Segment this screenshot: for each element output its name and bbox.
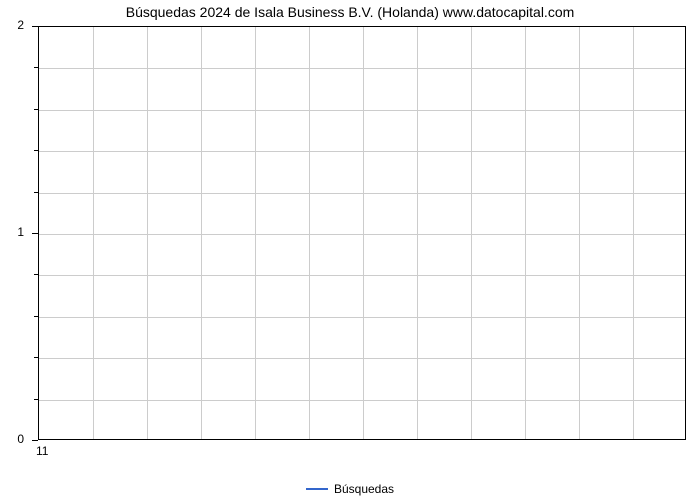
y-tick-mark — [32, 233, 38, 234]
y-minor-tick-mark — [34, 192, 38, 193]
grid-line-vertical — [201, 27, 202, 439]
y-tick-mark — [32, 440, 38, 441]
grid-line-horizontal — [39, 151, 685, 152]
y-tick-mark — [32, 26, 38, 27]
grid-line-vertical — [255, 27, 256, 439]
legend-line — [306, 488, 328, 490]
legend: Búsquedas — [0, 482, 700, 496]
grid-line-horizontal — [39, 68, 685, 69]
grid-line-vertical — [147, 27, 148, 439]
grid-line-vertical — [579, 27, 580, 439]
y-minor-tick-mark — [34, 274, 38, 275]
grid-line-horizontal — [39, 317, 685, 318]
y-minor-tick-mark — [34, 357, 38, 358]
grid-line-horizontal — [39, 193, 685, 194]
chart-title: Búsquedas 2024 de Isala Business B.V. (H… — [0, 4, 700, 20]
x-tick-label: 11 — [36, 444, 48, 458]
grid-line-vertical — [309, 27, 310, 439]
y-minor-tick-mark — [34, 150, 38, 151]
legend-label: Búsquedas — [334, 482, 394, 496]
y-minor-tick-mark — [34, 67, 38, 68]
grid-line-vertical — [525, 27, 526, 439]
grid-line-horizontal — [39, 358, 685, 359]
grid-line-vertical — [93, 27, 94, 439]
grid-line-vertical — [363, 27, 364, 439]
y-tick-label: 0 — [0, 432, 24, 446]
grid-line-horizontal — [39, 234, 685, 235]
chart-container: Búsquedas 2024 de Isala Business B.V. (H… — [0, 0, 700, 500]
plot-area — [38, 26, 686, 440]
grid-line-vertical — [417, 27, 418, 439]
y-tick-label: 1 — [0, 225, 24, 239]
grid-line-horizontal — [39, 400, 685, 401]
y-tick-label: 2 — [0, 18, 24, 32]
grid-line-horizontal — [39, 110, 685, 111]
grid-line-vertical — [633, 27, 634, 439]
y-minor-tick-mark — [34, 109, 38, 110]
grid-line-horizontal — [39, 275, 685, 276]
grid-line-vertical — [471, 27, 472, 439]
y-minor-tick-mark — [34, 399, 38, 400]
y-minor-tick-mark — [34, 316, 38, 317]
